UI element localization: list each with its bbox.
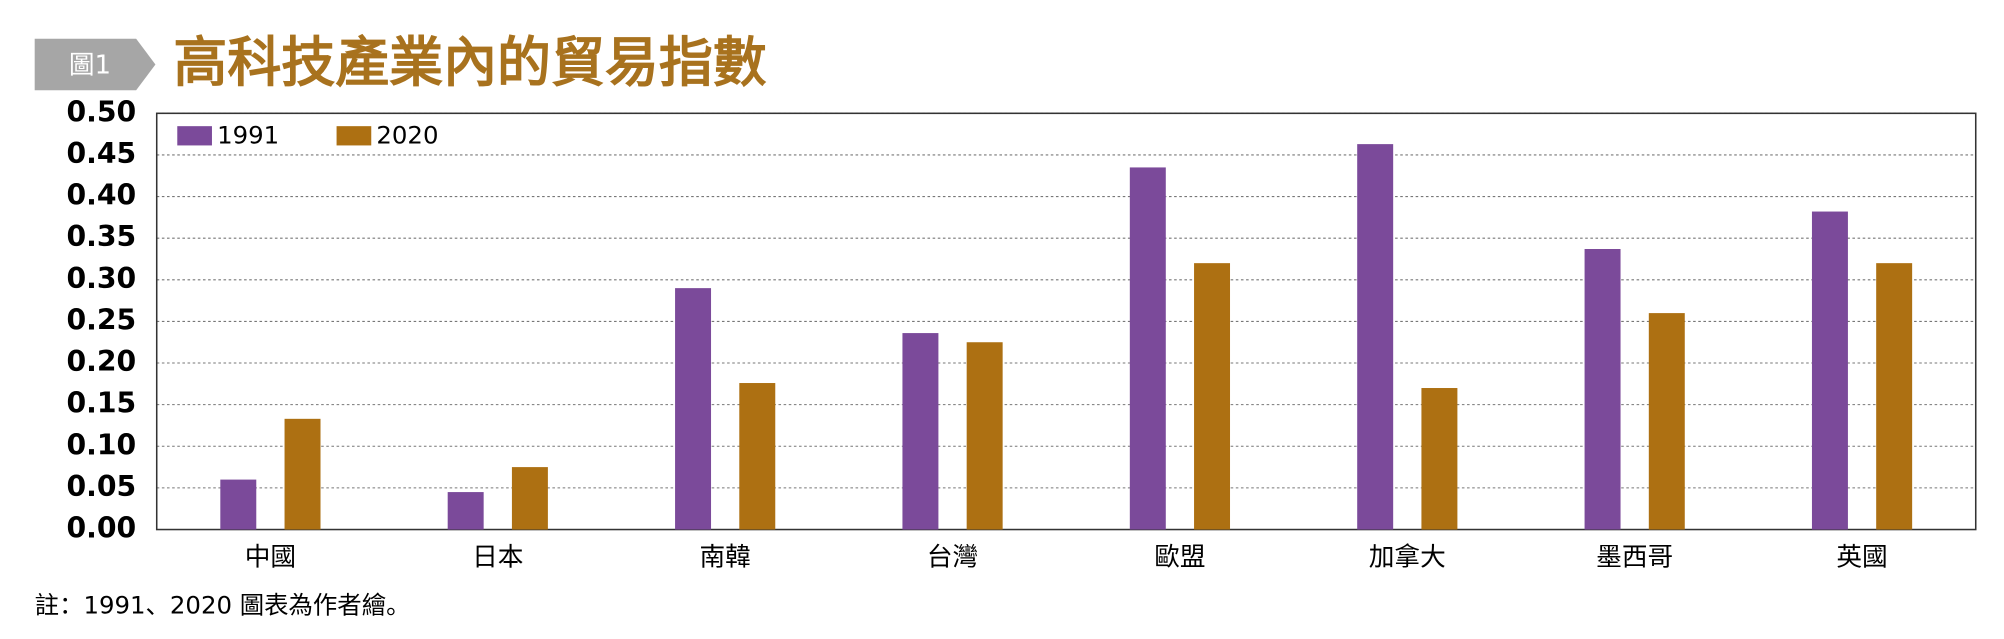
- x-tick-label: 南韓: [699, 542, 750, 572]
- y-tick-label: 0.35: [66, 220, 136, 253]
- y-tick-label: 0.25: [66, 303, 136, 336]
- y-tick-label: 0.00: [66, 512, 136, 545]
- y-tick-label: 0.05: [66, 470, 136, 503]
- note: 註：1991、2020 圖表為作者繪。: [35, 591, 411, 620]
- bar: [447, 492, 484, 530]
- y-tick-label: 0.50: [66, 95, 136, 128]
- legend-swatch: [177, 126, 212, 146]
- bar: [1584, 249, 1621, 530]
- legend-swatch: [336, 126, 372, 146]
- bar: [1648, 313, 1685, 530]
- plot-frame: [155, 112, 1977, 531]
- bar: [1357, 144, 1394, 530]
- bar: [1194, 263, 1231, 530]
- bar: [739, 383, 776, 530]
- y-tick-label: 0.20: [66, 345, 136, 378]
- y-tick-label: 0.10: [66, 428, 136, 461]
- x-tick-label: 加拿大: [1369, 542, 1446, 572]
- y-tick-label: 0.45: [66, 137, 136, 170]
- x-tick-label: 中國: [245, 542, 296, 572]
- chart-title: 高科技產業內的貿易指數: [173, 30, 766, 94]
- x-tick-label: 台灣: [927, 542, 978, 572]
- bar: [966, 342, 1003, 530]
- bar: [1129, 167, 1166, 530]
- y-tick-label: 0.40: [66, 179, 136, 212]
- bar: [1421, 388, 1458, 530]
- y-tick-label: 0.30: [66, 262, 136, 295]
- x-tick-label: 英國: [1836, 542, 1887, 572]
- legend-label: 2020: [376, 120, 438, 149]
- bar: [284, 418, 321, 530]
- bar: [675, 288, 712, 530]
- x-tick-label: 日本: [472, 542, 523, 572]
- bar: [1876, 263, 1913, 530]
- bar: [1811, 211, 1848, 530]
- legend-label: 1991: [217, 120, 279, 149]
- bar: [220, 479, 257, 530]
- figure-badge: [34, 38, 156, 91]
- figure-label: 圖1: [69, 50, 111, 80]
- bar: [511, 467, 548, 530]
- y-tick-label: 0.15: [66, 387, 136, 420]
- bar: [902, 333, 939, 530]
- x-tick-label: 歐盟: [1154, 542, 1205, 572]
- x-tick-label: 墨西哥: [1596, 542, 1673, 572]
